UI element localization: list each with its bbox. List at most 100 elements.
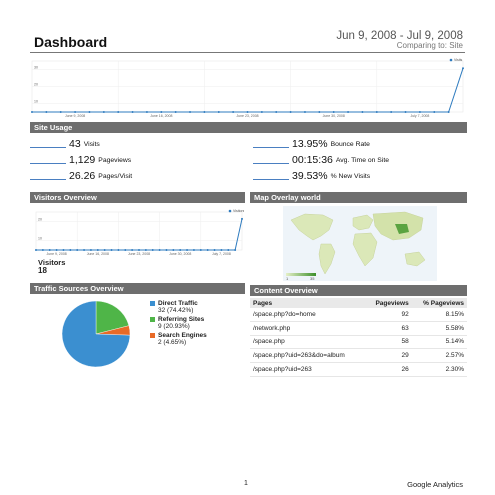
legend-label: Visits [454,58,463,62]
series-point [89,249,92,251]
series-point [102,111,105,113]
world-map-svg [290,211,426,275]
series-point [192,249,195,251]
metric-visits[interactable]: 43 Visits [30,138,100,150]
map-scale-min: 1 [286,276,289,281]
pct-cell: 2.57% [411,348,467,364]
metric-pageviews[interactable]: 1,129 Pageviews [30,154,131,166]
legend-swatch-direct [150,300,155,306]
series-point [213,249,216,251]
series-point [189,111,192,113]
legend-dot [228,209,232,213]
table-row: /space.php?uid=263&do=album 29 2.57% [250,348,467,364]
series-point [35,249,37,251]
series-point [88,111,91,113]
series-point [31,111,33,113]
sparkline [30,157,66,164]
series-point [390,111,393,113]
series-point [361,111,364,113]
y-tick-label: 10 [34,100,38,104]
table-header-row: Pages Pageviews % Pageviews [250,298,467,308]
x-tick-label: July 7, 2008 [212,252,231,256]
page-title: Dashboard [34,34,108,50]
sparkline [253,157,289,164]
legend-direct-traffic[interactable]: Direct Traffic 32 (74.42%) [150,300,245,314]
legend-search-engines[interactable]: Search Engines 2 (4.65%) [150,332,245,346]
x-tick-label: June 9, 2008 [65,114,85,118]
table-row: /network.php 63 5.58% [250,321,467,336]
series-point [206,249,209,251]
series-point [447,111,450,113]
map-south-america [318,243,336,275]
main-chart-svg: 30 20 10 June 9, 2008 June 16, 2008 June 23, … [31,58,464,118]
y-tick-label: 20 [38,218,42,222]
metric-new-visits[interactable]: 39.53% % New Visits [253,170,370,182]
world-map[interactable] [283,206,437,281]
page-link[interactable]: /space.php?uid=263&do=album [250,348,366,364]
table-row: /space.php 58 5.14% [250,335,467,350]
series-point [217,111,220,113]
x-tick-label: June 30, 2008 [323,114,345,118]
metric-pages-per-visit[interactable]: 26.26 Pages/Visit [30,170,132,182]
x-tick-label: June 16, 2008 [87,252,109,256]
map-australia [404,251,426,267]
series-point [74,111,77,113]
pct-cell: 8.15% [411,308,467,322]
series-point [117,249,120,251]
series-point [59,111,62,113]
col-pageviews[interactable]: Pageviews [365,298,412,308]
metric-bounce-rate[interactable]: 13.95% Bounce Rate [253,138,370,150]
visitors-label: Visitors [38,258,66,267]
visitors-value: 18 [38,266,47,275]
x-tick-label: July 7, 2008 [410,114,429,118]
series-point [131,249,134,251]
series-point [246,111,249,113]
page-link[interactable]: /network.php [250,321,366,336]
series-point [174,111,177,113]
x-tick-label: June 30, 2008 [169,252,191,256]
legend-referring-sites[interactable]: Referring Sites 9 (20.93%) [150,316,245,330]
series-point [347,111,350,113]
traffic-pie-chart[interactable] [48,297,148,369]
series-point [462,67,464,70]
x-tick-label: June 9, 2008 [46,252,66,256]
metric-avg-time[interactable]: 00:15:36 Avg. Time on Site [253,154,389,166]
pct-cell: 2.30% [411,362,467,377]
site-usage-header: Site Usage [30,122,467,133]
footer-brand: Google Analytics [407,480,463,489]
series-point [110,249,113,251]
series-point [232,111,235,113]
header-divider [30,52,465,53]
series-point [62,249,65,251]
date-range[interactable]: Jun 9, 2008 - Jul 9, 2008 [336,30,463,42]
map-north-america [290,213,334,241]
pageviews-cell: 63 [365,321,412,336]
page-link[interactable]: /space.php?do=home [250,308,366,322]
pct-cell: 5.14% [411,335,467,350]
series-point [124,249,127,251]
visitors-chart-svg: 20 10 June 9, 2008 June 16, 2008 June 23, 20… [35,209,245,256]
series-point [260,111,263,113]
series-point [158,249,161,251]
x-tick-label: June 16, 2008 [150,114,172,118]
series-point [241,217,243,220]
content-table-wrap: Pages Pageviews % Pageviews /space.php?d… [250,298,467,377]
col-pages[interactable]: Pages [250,298,366,308]
site-usage-panel: 43 Visits 1,129 Pageviews 26.26 Pages/Vi… [30,136,467,188]
series-point [144,249,147,251]
page-link[interactable]: /space.php [250,335,366,350]
map-overlay-header: Map Overlay world [250,192,467,203]
visitors-overview-header: Visitors Overview [30,192,245,203]
series-point [318,111,321,113]
series-point [117,111,120,113]
series-point [234,249,237,251]
col-pct-pageviews[interactable]: % Pageviews [411,298,467,308]
series-point [83,249,86,251]
pageviews-cell: 26 [365,362,412,377]
table-row: /space.php?uid=263 26 2.30% [250,362,467,377]
y-tick-label: 30 [34,66,38,70]
series-point [172,249,175,251]
series-point [96,249,99,251]
map-europe [352,214,374,231]
page-link[interactable]: /space.php?uid=263 [250,362,366,377]
